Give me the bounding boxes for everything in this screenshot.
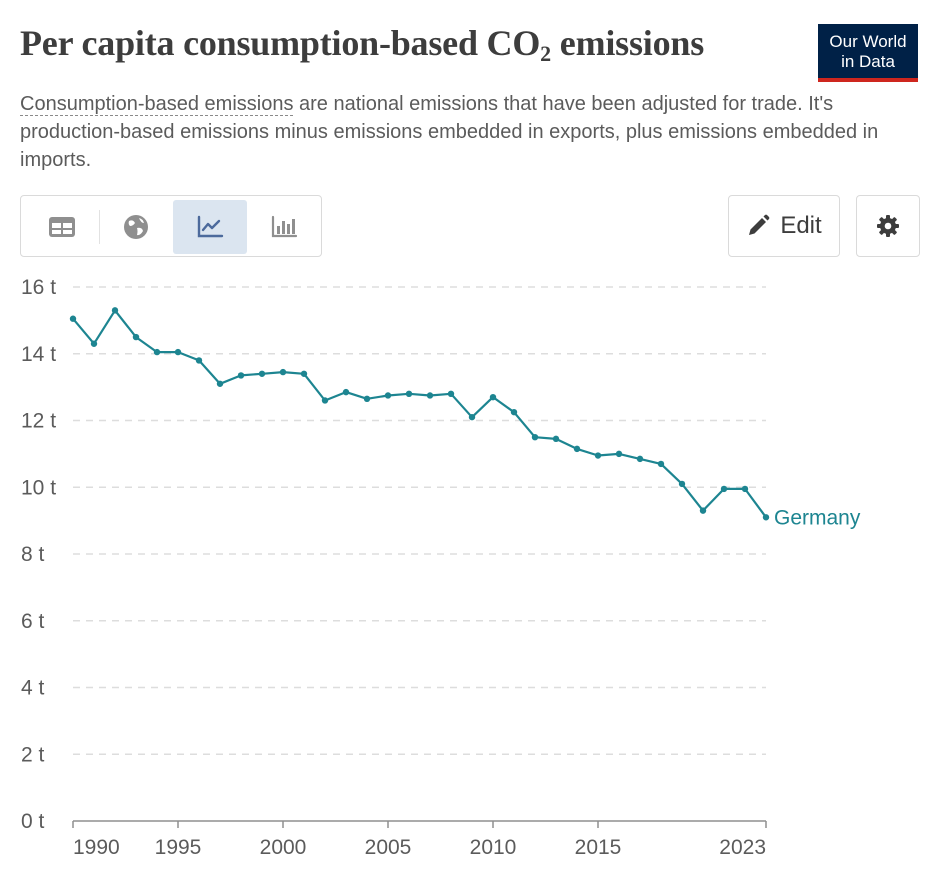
chart-title: Per capita consumption-based CO2 emissio… [20, 23, 705, 66]
data-point [552, 435, 560, 443]
logo-line-1: Our World [829, 32, 907, 51]
data-point [384, 392, 392, 399]
logo-line-2: in Data [841, 52, 895, 71]
x-tick-label: 2000 [260, 836, 307, 859]
data-point [153, 348, 161, 356]
data-point [174, 348, 182, 356]
x-tick-label: 2010 [470, 836, 517, 859]
data-point [657, 460, 665, 468]
globe-icon [124, 215, 148, 239]
owid-logo[interactable]: Our World in Data [818, 24, 918, 82]
tab-divider [99, 210, 100, 244]
series-line-germany [72, 309, 767, 518]
y-tick-label: 12 t [21, 410, 56, 433]
data-point [216, 380, 224, 387]
y-tick-label: 10 t [21, 476, 56, 499]
data-point [489, 393, 497, 401]
table-icon [49, 217, 75, 237]
data-point [510, 408, 518, 416]
data-point [237, 372, 245, 379]
data-point [678, 480, 686, 488]
data-point [615, 450, 623, 458]
tab-table[interactable] [25, 200, 99, 254]
data-point [195, 357, 203, 364]
data-point [321, 397, 329, 404]
data-point [258, 370, 266, 377]
data-point [762, 514, 770, 521]
gear-icon [877, 215, 899, 237]
tab-bar-chart[interactable] [247, 200, 321, 254]
y-tick-label: 6 t [21, 610, 45, 633]
data-point [447, 390, 455, 397]
data-point [363, 395, 371, 403]
x-tick-label: 1990 [73, 836, 120, 859]
settings-button[interactable] [856, 195, 920, 257]
tab-map[interactable] [99, 200, 173, 254]
line-chart-icon [197, 215, 224, 238]
view-tabs [20, 195, 322, 257]
data-point [531, 433, 539, 441]
data-point [699, 507, 707, 514]
y-tick-label: 2 t [21, 743, 45, 766]
bar-chart-icon [271, 215, 298, 238]
data-point [636, 455, 644, 463]
data-point [573, 445, 581, 453]
subtitle-term-link[interactable]: Consumption-based emissions [20, 93, 294, 116]
tab-line-chart[interactable] [173, 200, 247, 254]
data-point [279, 368, 287, 376]
data-point [69, 315, 77, 322]
x-tick-label: 2005 [365, 836, 412, 859]
edit-button-label: Edit [780, 212, 822, 239]
data-point [342, 388, 350, 396]
data-point [132, 333, 140, 341]
y-tick-label: 14 t [21, 343, 56, 366]
x-tick-label: 2023 [719, 836, 766, 859]
pencil-icon [749, 214, 770, 235]
data-point [90, 340, 98, 347]
series-label-germany: Germany [774, 506, 861, 529]
data-point [468, 413, 476, 421]
data-point [405, 390, 413, 397]
data-point [426, 392, 434, 399]
chart-subtitle: Consumption-based emissions are national… [20, 93, 879, 171]
x-tick-label: 2015 [575, 836, 622, 859]
data-point [594, 452, 602, 459]
data-point [300, 370, 308, 377]
edit-button[interactable]: Edit [728, 195, 840, 257]
y-tick-label: 0 t [21, 810, 45, 833]
x-tick-label: 1995 [155, 836, 202, 859]
line-chart: 0 t 2 t 4 t 6 t 8 t 10 t 12 t 14 t 16 t 1990 1995 2… [21, 276, 861, 859]
data-point [741, 485, 749, 493]
data-point [720, 485, 728, 493]
data-point [111, 307, 119, 314]
y-tick-label: 8 t [21, 543, 45, 566]
y-tick-label: 4 t [21, 677, 45, 700]
y-tick-label: 16 t [21, 276, 56, 299]
